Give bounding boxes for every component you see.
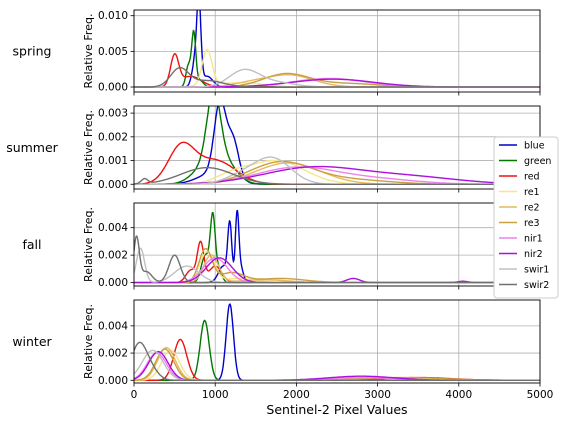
- axes-frame: [133, 105, 541, 190]
- y-tick-label: 0.003: [98, 108, 128, 120]
- y-tick-label: 0.004: [98, 320, 128, 332]
- legend-label-nir1: nir1: [524, 234, 543, 245]
- y-tick-label: 0.005: [98, 46, 128, 58]
- y-tick-label: 0.000: [98, 375, 128, 387]
- y-axis-label: Relative Freq.: [82, 14, 95, 89]
- y-axis-label: Relative Freq.: [82, 110, 95, 185]
- legend: blue green red re1 re2 re3 nir1 nir2 swir1 swir2: [493, 136, 559, 299]
- series-line-swir2: [134, 167, 540, 185]
- series-line-nir2: [134, 165, 540, 185]
- axes-frame: [133, 9, 541, 93]
- legend-label-swir2: swir2: [524, 280, 549, 291]
- legend-label-re2: re2: [524, 203, 540, 214]
- series-group: [134, 10, 540, 88]
- series-line-swir2: [134, 235, 540, 284]
- series-group: [134, 209, 540, 284]
- x-tick-label: 1000: [202, 389, 229, 401]
- series-line-blue: [134, 303, 540, 381]
- y-tick-label: 0.010: [98, 10, 128, 22]
- legend-label-red: red: [524, 172, 540, 183]
- series-line-re3: [134, 160, 540, 185]
- x-tick-label: 3000: [364, 389, 391, 401]
- x-tick-label: 0: [131, 389, 138, 401]
- y-tick-label: 0.002: [98, 250, 128, 262]
- x-tick-label: 4000: [445, 389, 472, 401]
- y-tick-label: 0.000: [98, 82, 128, 94]
- y-tick-label: 0.002: [98, 348, 128, 360]
- axes-frame: [133, 299, 541, 384]
- season-label: spring: [13, 44, 52, 59]
- legend-label-re3: re3: [524, 218, 540, 229]
- y-axis-label: Relative Freq.: [82, 207, 95, 282]
- series-group: [134, 303, 540, 381]
- season-label: fall: [22, 237, 41, 252]
- legend-label-green: green: [524, 156, 551, 167]
- y-tick-label: 0.002: [98, 131, 128, 143]
- legend-label-blue: blue: [524, 141, 545, 152]
- series-line-nir2: [134, 257, 540, 284]
- x-tick-label: 5000: [527, 389, 554, 401]
- season-label: summer: [6, 140, 58, 155]
- series-line-green: [134, 319, 540, 381]
- y-tick-label: 0.000: [98, 277, 128, 289]
- season-label: winter: [12, 334, 52, 349]
- series-group: [134, 106, 540, 185]
- y-tick-label: 0.001: [98, 155, 128, 167]
- series-line-swir2: [134, 66, 540, 88]
- x-tick-label: 2000: [283, 389, 310, 401]
- y-tick-label: 0.004: [98, 222, 128, 234]
- legend-label-swir1: swir1: [524, 265, 549, 276]
- x-axis-label: Sentinel-2 Pixel Values: [266, 402, 407, 417]
- legend-label-nir2: nir2: [524, 249, 543, 260]
- legend-label-re1: re1: [524, 187, 540, 198]
- series-line-swir2: [134, 341, 540, 381]
- legend-box: [493, 136, 559, 299]
- y-axis-label: Relative Freq.: [82, 304, 95, 379]
- series-line-blue: [134, 209, 540, 284]
- series-line-re1: [134, 159, 540, 185]
- y-tick-label: 0.000: [98, 179, 128, 191]
